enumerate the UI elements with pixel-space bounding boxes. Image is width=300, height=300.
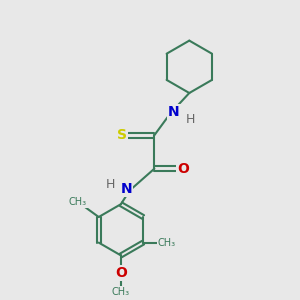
Text: O: O	[115, 266, 127, 280]
Text: H: H	[186, 113, 195, 126]
Text: CH₃: CH₃	[158, 238, 176, 248]
Text: H: H	[106, 178, 116, 191]
Text: O: O	[178, 162, 189, 176]
Text: S: S	[117, 128, 127, 142]
Text: N: N	[120, 182, 132, 196]
Text: CH₃: CH₃	[112, 287, 130, 297]
Text: CH₃: CH₃	[69, 197, 87, 207]
Text: N: N	[168, 105, 180, 119]
